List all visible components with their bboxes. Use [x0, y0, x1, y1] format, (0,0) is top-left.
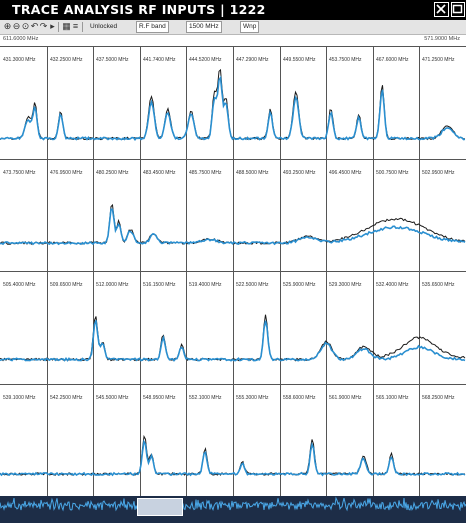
range-end-label: 571.9000 MHz	[424, 36, 460, 42]
cell-frequency-label: 535.6500 MHz	[422, 282, 455, 288]
cell-frequency-label: 447.2900 MHz	[236, 57, 269, 63]
scroll-track[interactable]	[0, 496, 466, 518]
cell-frequency-label: 493.2500 MHz	[283, 170, 316, 176]
overview-trace-line	[0, 496, 466, 512]
cell-frequency-label: 437.5000 MHz	[96, 57, 129, 63]
toolbar-divider	[82, 22, 83, 32]
cell-frequency-label: 473.7500 MHz	[3, 170, 36, 176]
cell-frequency-label: 552.1000 MHz	[189, 395, 222, 401]
spectrum-grid[interactable]: 431.3000 MHz 432.2500 MHz 437.5000 MHz 441.…	[0, 46, 466, 496]
cell-frequency-label: 467.6000 MHz	[376, 57, 409, 63]
undo-icon[interactable]: ↶	[30, 21, 39, 31]
scroll-thumb[interactable]	[137, 498, 183, 516]
spectrum-trace-live	[0, 75, 466, 141]
cell-frequency-label: 431.3000 MHz	[3, 57, 36, 63]
cell-frequency-label: 542.2500 MHz	[50, 395, 83, 401]
play-icon[interactable]: ▸	[50, 21, 55, 31]
span-dropdown[interactable]: 1500 MHz	[186, 21, 222, 33]
cell-frequency-label: 453.7500 MHz	[329, 57, 362, 63]
cell-frequency-label: 496.4500 MHz	[329, 170, 362, 176]
cell-frequency-label: 432.2500 MHz	[50, 57, 83, 63]
cell-frequency-label: 522.5000 MHz	[236, 282, 269, 288]
cell-frequency-label: 545.5000 MHz	[96, 395, 129, 401]
spectrum-trace-live	[0, 208, 466, 246]
zoom-in-icon[interactable]: ⊕	[3, 21, 12, 31]
cell-frequency-label: 558.6000 MHz	[283, 395, 316, 401]
cell-frequency-label: 444.5200 MHz	[189, 57, 222, 63]
cell-frequency-label: 568.2500 MHz	[422, 395, 455, 401]
cell-frequency-label: 449.5500 MHz	[283, 57, 316, 63]
cell-frequency-label: 512.0000 MHz	[96, 282, 129, 288]
range-start-label: 611.6000 MHz	[3, 36, 39, 42]
cell-frequency-label: 519.4000 MHz	[189, 282, 222, 288]
cell-frequency-label: 555.3000 MHz	[236, 395, 269, 401]
spectrum-trace-live	[0, 320, 466, 362]
unlocked-button[interactable]: Unlocked	[90, 23, 118, 30]
window-title: TRACE ANALYSIS RF INPUTS | 1222	[12, 2, 266, 17]
cell-frequency-label: 505.4000 MHz	[3, 282, 36, 288]
cell-frequency-label: 476.9500 MHz	[50, 170, 83, 176]
cell-frequency-label: 565.1000 MHz	[376, 395, 409, 401]
cell-frequency-label: 509.6500 MHz	[50, 282, 83, 288]
cell-frequency-label: 483.4500 MHz	[143, 170, 176, 176]
cell-frequency-label: 516.1500 MHz	[143, 282, 176, 288]
spectrum-trace-reference	[0, 314, 466, 362]
rf-band-dropdown[interactable]: R.F band	[136, 21, 169, 33]
toolbar-divider	[58, 22, 59, 32]
title-bar[interactable]: TRACE ANALYSIS RF INPUTS | 1222	[0, 0, 466, 20]
redo-icon[interactable]: ↷	[39, 21, 48, 31]
cell-frequency-label: 485.7500 MHz	[189, 170, 222, 176]
cell-frequency-label: 529.3000 MHz	[329, 282, 362, 288]
zoom-out-icon[interactable]: ⊖	[12, 21, 21, 31]
cell-frequency-label: 502.9500 MHz	[422, 170, 455, 176]
cell-frequency-label: 441.7400 MHz	[143, 57, 176, 63]
spectrum-trace-reference	[0, 68, 466, 141]
spectrum-grid-svg	[0, 46, 466, 496]
maximize-icon	[452, 4, 463, 14]
list-icon[interactable]: ≡	[72, 21, 79, 31]
zoom-fit-icon[interactable]: ⊙	[21, 21, 30, 31]
maximize-button[interactable]	[451, 2, 465, 17]
close-button[interactable]	[434, 2, 449, 17]
cell-frequency-label: 525.9000 MHz	[283, 282, 316, 288]
overview-scrollbar[interactable]	[0, 496, 466, 523]
toolbar: ⊕ ⊖ ⊙ ↶ ↷ ▸ ▦ ≡ Unlocked R.F band 1500 M…	[0, 20, 466, 35]
cell-frequency-label: 480.2500 MHz	[96, 170, 129, 176]
spectrum-trace-live	[0, 439, 466, 477]
close-icon	[436, 4, 446, 14]
cell-frequency-label: 561.9000 MHz	[329, 395, 362, 401]
overview-trace	[0, 496, 466, 512]
cell-frequency-label: 539.1000 MHz	[3, 395, 36, 401]
grid-icon[interactable]: ▦	[62, 21, 71, 31]
mode-dropdown[interactable]: Wnp	[240, 21, 260, 33]
cell-frequency-label: 548.9500 MHz	[143, 395, 176, 401]
cell-frequency-label: 471.2500 MHz	[422, 57, 455, 63]
spectrum-trace-reference	[0, 203, 466, 245]
cell-frequency-label: 488.5000 MHz	[236, 170, 269, 176]
frequency-range-row: 611.6000 MHz 571.9000 MHz	[0, 35, 466, 45]
cell-frequency-label: 532.4000 MHz	[376, 282, 409, 288]
cell-frequency-label: 500.7500 MHz	[376, 170, 409, 176]
